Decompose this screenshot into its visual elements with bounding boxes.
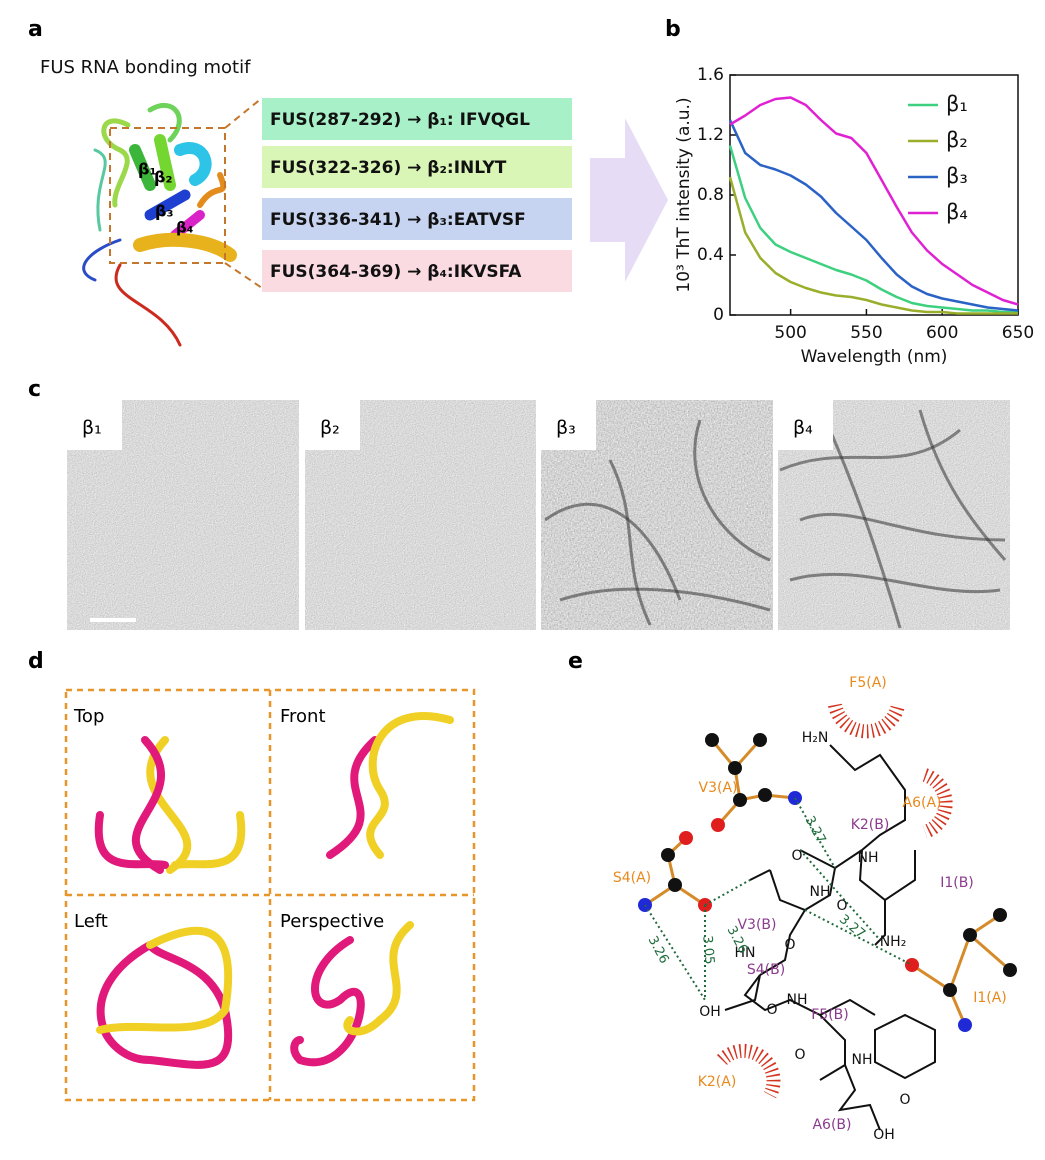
- micrographs: β₁ β₂ β₃ β₄: [66, 399, 1011, 631]
- residue-label: K2(B): [851, 817, 890, 833]
- residue-label: A6(A): [903, 795, 942, 811]
- structure-label: β₄: [176, 219, 193, 237]
- view-label: Top: [73, 706, 104, 727]
- legend-label: β₄: [946, 200, 968, 224]
- motif-text: FUS(364-369) → β₄:IKVSFA: [270, 262, 522, 282]
- y-tick-label: 1.6: [697, 65, 724, 85]
- y-axis-label: 10³ ThT intensity (a.u.): [674, 97, 694, 292]
- residue-label: V3(B): [737, 917, 776, 933]
- series-line: [728, 145, 1018, 314]
- series-line: [728, 119, 1019, 312]
- atom-label: NH: [858, 850, 879, 866]
- residue-label: I1(A): [973, 990, 1007, 1006]
- x-tick-label: 550: [850, 323, 882, 343]
- residue-label: A6(B): [812, 1117, 851, 1133]
- view-label: Perspective: [280, 911, 384, 932]
- atom-label: NH: [787, 992, 808, 1008]
- residue-label: I1(B): [940, 875, 974, 891]
- structure-label: β₁: [138, 160, 156, 179]
- y-tick-label: 1.2: [697, 125, 724, 145]
- label-box: [67, 400, 122, 450]
- residue-label: S4(A): [613, 870, 651, 886]
- image-label: β₁: [82, 417, 102, 439]
- hbonds: [644, 797, 913, 1001]
- interaction-labels: F5(A) A6(A) V3(A) K2(B) S4(A) I1(B) V3(B) S4(B)…: [613, 675, 1007, 1143]
- residue-label: V3(A): [699, 780, 738, 796]
- residue-label: F5(B): [811, 1007, 849, 1023]
- legend-label: β₂: [946, 128, 968, 152]
- residue-label: K2(A): [698, 1074, 737, 1090]
- label-box: [305, 400, 360, 450]
- distance-label: 3.27: [802, 814, 829, 847]
- atom-label: NH: [810, 884, 831, 900]
- hydrophobic-contacts: [716, 703, 953, 1099]
- panel-label: c: [28, 377, 41, 402]
- panel-label: e: [568, 649, 583, 674]
- protein-ribbon: [82, 102, 237, 347]
- panel-label: a: [28, 17, 43, 42]
- residue-label: F5(A): [849, 675, 886, 691]
- motif-text: FUS(336-341) → β₃:EATVSF: [270, 210, 526, 230]
- atom-label: O: [791, 848, 802, 864]
- distance-label: 3.27: [836, 912, 868, 942]
- y-tick-label: 0.4: [697, 245, 724, 265]
- arrow: [590, 118, 668, 282]
- legend-label: β₃: [946, 164, 968, 188]
- image-label: β₃: [556, 417, 576, 439]
- atom-label: O: [794, 1047, 805, 1063]
- image-label: β₂: [320, 417, 340, 439]
- plot-frame: [729, 74, 1019, 316]
- panel-label: b: [665, 17, 681, 42]
- panel-a-title: FUS RNA bonding motif: [40, 57, 251, 78]
- motif-box: [262, 250, 572, 292]
- distance-label: 3.05: [699, 935, 716, 965]
- structure-label: β₃: [155, 202, 173, 221]
- atom-label: O: [766, 1002, 777, 1018]
- label-box: [541, 400, 596, 450]
- atom-label: NH₂: [880, 934, 907, 950]
- molecule-skeleton: [724, 744, 936, 1131]
- atom-label: OH: [873, 1127, 895, 1143]
- panel-label: d: [28, 649, 44, 674]
- views-grid: [64, 688, 476, 1102]
- x-axis-label: Wavelength (nm): [801, 347, 948, 367]
- motif-text: FUS(322-326) → β₂:INLYT: [270, 158, 507, 178]
- atom-label: O: [899, 1092, 910, 1108]
- label-box: [778, 400, 833, 450]
- x-tick-label: 500: [774, 323, 806, 343]
- atom-label: O: [784, 937, 795, 953]
- atom-label: H₂N: [802, 730, 829, 746]
- fibrils: [544, 409, 1007, 629]
- series-line: [728, 176, 1018, 315]
- x-tick-label: 650: [1002, 323, 1034, 343]
- ribbon-models: [94, 712, 454, 1069]
- atom-label: NH: [852, 1052, 873, 1068]
- series-line: [729, 96, 1019, 306]
- y-tick-label: 0.8: [697, 185, 724, 205]
- atom-label: OH: [699, 1004, 721, 1020]
- view-label: Front: [280, 706, 326, 727]
- atom-label: HN: [735, 945, 756, 961]
- residue-label: S4(B): [747, 962, 785, 978]
- motif-box: [262, 146, 572, 188]
- ball-stick: [638, 733, 1017, 1032]
- x-tick-label: 600: [926, 323, 958, 343]
- motif-text: FUS(287-292) → β₁: IFVQGL: [270, 110, 530, 130]
- motif-box: [262, 98, 572, 140]
- image-label: β₄: [793, 417, 813, 439]
- chart: 0 0.4 0.8 1.2 1.6 500 550 600 650 β₁ β₂ β₃ β₄: [697, 65, 1034, 343]
- zoom-lines: [109, 97, 263, 289]
- y-tick-label: 0: [713, 305, 724, 325]
- view-label: Left: [74, 911, 108, 932]
- structure-label: β₂: [154, 168, 172, 187]
- motif-box: [262, 198, 572, 240]
- legend-label: β₁: [946, 92, 968, 116]
- atom-label: O: [836, 898, 847, 914]
